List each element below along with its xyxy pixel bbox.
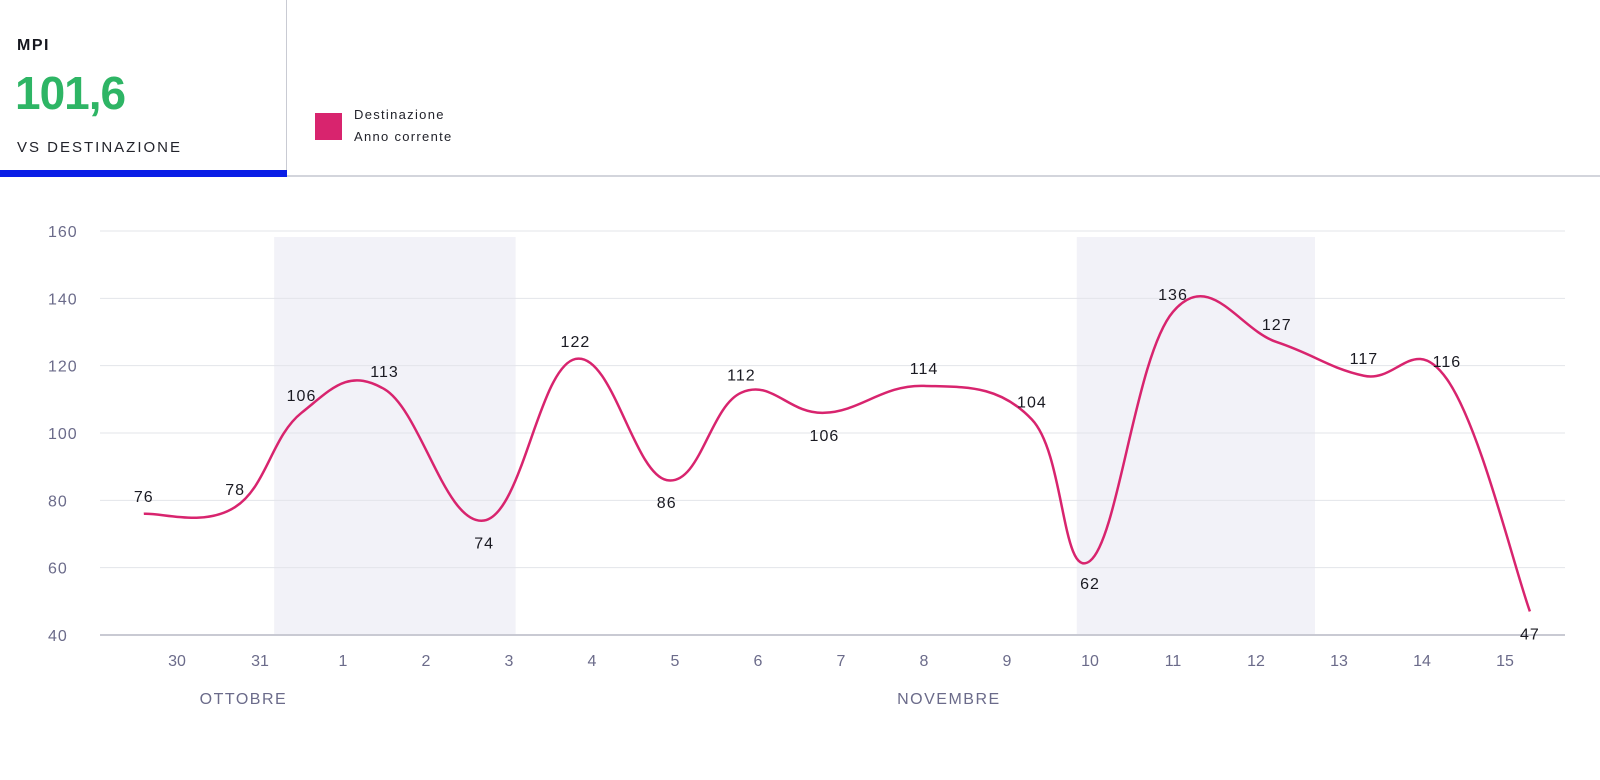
weekend-band — [1076, 237, 1315, 635]
y-tick-label: 40 — [48, 628, 68, 645]
data-label: 127 — [1262, 317, 1292, 334]
kpi-active-indicator — [0, 170, 287, 177]
data-label: 113 — [370, 364, 399, 381]
x-tick-label: 9 — [1003, 653, 1012, 670]
kpi-subtitle: VS DESTINAZIONE — [17, 139, 183, 156]
x-tick-label: 10 — [1081, 653, 1099, 670]
data-label: 76 — [134, 489, 154, 506]
legend-label-line2: Anno corrente — [354, 129, 453, 144]
y-tick-label: 120 — [48, 359, 78, 376]
x-tick-label: 12 — [1247, 653, 1265, 670]
y-tick-label: 140 — [48, 291, 78, 308]
y-tick-label: 60 — [48, 561, 68, 578]
weekend-band — [274, 237, 516, 635]
x-tick-label: 2 — [422, 653, 431, 670]
data-label: 117 — [1350, 351, 1379, 368]
y-tick-label: 80 — [48, 493, 68, 510]
header-divider — [287, 175, 1600, 177]
y-tick-label: 160 — [48, 224, 78, 241]
data-label: 104 — [1017, 395, 1047, 412]
x-tick-label: 1 — [339, 653, 348, 670]
kpi-title: MPI — [17, 37, 50, 54]
kpi-value: 101,6 — [15, 67, 126, 119]
data-label: 106 — [810, 428, 840, 445]
x-tick-label: 3 — [505, 653, 514, 670]
x-tick-label: 5 — [671, 653, 680, 670]
data-label: 112 — [727, 368, 756, 385]
x-tick-label: 13 — [1330, 653, 1348, 670]
data-label: 47 — [1520, 626, 1540, 643]
x-tick-label: 6 — [754, 653, 763, 670]
kpi-card[interactable]: MPI 101,6 VS DESTINAZIONE — [0, 0, 287, 176]
data-label: 62 — [1080, 576, 1100, 593]
x-tick-label: 7 — [837, 653, 846, 670]
x-tick-label: 8 — [920, 653, 929, 670]
data-label: 122 — [561, 334, 591, 351]
data-label: 78 — [225, 482, 245, 499]
data-label: 114 — [910, 361, 939, 378]
data-label: 116 — [1433, 354, 1462, 371]
y-tick-label: 100 — [48, 426, 78, 443]
data-label: 86 — [657, 495, 677, 512]
x-tick-label: 30 — [168, 653, 186, 670]
month-label: OTTOBRE — [200, 691, 288, 708]
x-tick-label: 14 — [1413, 653, 1431, 670]
data-label: 74 — [474, 536, 494, 553]
x-tick-label: 31 — [251, 653, 269, 670]
legend-label-line1: Destinazione — [354, 107, 445, 122]
legend-swatch — [315, 113, 342, 140]
month-label: NOVEMBRE — [897, 691, 1001, 708]
x-tick-label: 4 — [588, 653, 597, 670]
x-tick-label: 11 — [1165, 653, 1182, 670]
x-tick-label: 15 — [1496, 653, 1514, 670]
series-line — [143, 295, 1532, 612]
data-label: 136 — [1158, 287, 1188, 304]
data-label: 106 — [287, 388, 317, 405]
